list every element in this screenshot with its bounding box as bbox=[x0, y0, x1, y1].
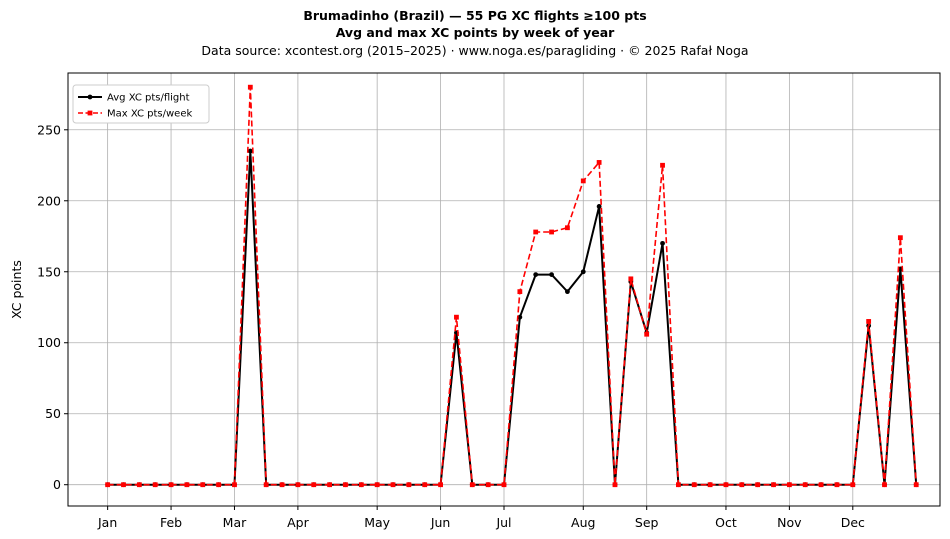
data-point-max bbox=[358, 482, 364, 488]
data-point-max bbox=[121, 482, 126, 488]
data-point-max bbox=[454, 314, 459, 320]
x-tick-label: Sep bbox=[635, 515, 659, 530]
data-point-max bbox=[882, 482, 887, 488]
y-tick-label: 0 bbox=[53, 477, 61, 492]
data-point-max bbox=[295, 482, 301, 488]
x-tick-label: Mar bbox=[223, 515, 247, 530]
x-tick-label: Jan bbox=[97, 515, 117, 530]
y-tick-label: 250 bbox=[37, 122, 61, 137]
x-tick-label: Jun bbox=[430, 515, 451, 530]
data-point-max bbox=[834, 482, 840, 488]
data-point-avg bbox=[549, 272, 554, 277]
data-point-max bbox=[802, 482, 808, 488]
legend-marker bbox=[87, 94, 93, 100]
y-tick-label: 100 bbox=[37, 335, 61, 350]
data-point-max bbox=[232, 482, 237, 488]
data-point-max bbox=[533, 229, 539, 235]
chart-title: Brumadinho (Brazil) — 55 PG XC flights ≥… bbox=[303, 8, 647, 23]
data-point-max bbox=[691, 482, 697, 488]
data-point-max bbox=[596, 160, 602, 165]
data-point-max bbox=[279, 482, 285, 488]
data-point-max bbox=[660, 162, 665, 168]
legend-label: Max XC pts/week bbox=[107, 109, 192, 120]
data-point-max bbox=[168, 482, 174, 488]
data-point-max bbox=[739, 482, 745, 488]
data-point-max bbox=[105, 482, 111, 488]
x-tick-label: Dec bbox=[841, 515, 865, 530]
data-point-avg bbox=[247, 148, 253, 154]
data-point-max bbox=[406, 482, 412, 488]
chart-subtitle: Avg and max XC points by week of year bbox=[335, 25, 615, 40]
data-point-max bbox=[327, 482, 332, 488]
data-point-avg bbox=[580, 269, 586, 275]
data-point-max bbox=[517, 289, 523, 295]
data-point-max bbox=[343, 482, 348, 488]
series-line-max bbox=[107, 86, 918, 486]
data-point-avg bbox=[533, 272, 539, 277]
data-point-max bbox=[612, 482, 618, 488]
data-point-max bbox=[913, 482, 919, 488]
data-point-max bbox=[152, 482, 158, 488]
series-line-avg bbox=[107, 150, 918, 486]
data-point-max bbox=[723, 482, 729, 488]
data-point-max bbox=[247, 84, 253, 90]
data-point-max bbox=[311, 482, 317, 488]
data-point-max bbox=[897, 235, 903, 241]
data-point-max bbox=[136, 482, 142, 488]
data-point-max bbox=[850, 482, 856, 488]
x-tick-label: Apr bbox=[287, 515, 309, 530]
data-point-avg bbox=[565, 289, 570, 295]
data-point-max bbox=[755, 482, 761, 488]
data-point-max bbox=[501, 482, 507, 488]
y-axis-label: XC points bbox=[9, 260, 24, 319]
x-tick-label: Jul bbox=[495, 515, 511, 530]
data-point-max bbox=[565, 225, 570, 231]
y-tick-label: 150 bbox=[37, 264, 61, 279]
data-point-max bbox=[438, 482, 443, 488]
data-point-max bbox=[580, 178, 586, 184]
data-point-avg bbox=[660, 240, 665, 246]
data-point-max bbox=[216, 482, 222, 488]
data-point-max bbox=[469, 482, 475, 488]
x-tick-label: Aug bbox=[571, 515, 595, 530]
data-point-max bbox=[676, 482, 681, 488]
data-point-max bbox=[422, 482, 428, 488]
legend-label: Avg XC pts/flight bbox=[107, 93, 190, 104]
legend: Avg XC pts/flight Max XC pts/week bbox=[72, 84, 210, 124]
data-point-max bbox=[707, 482, 713, 488]
data-point-max bbox=[390, 482, 396, 488]
y-tick-label: 200 bbox=[37, 193, 61, 208]
data-point-max bbox=[184, 482, 190, 488]
chart-source-note: Data source: xcontest.org (2015–2025) · … bbox=[201, 43, 749, 58]
data-point-max bbox=[374, 482, 380, 488]
data-point-avg bbox=[517, 314, 523, 320]
data-point-max bbox=[771, 482, 776, 488]
data-point-max bbox=[263, 482, 269, 488]
x-tick-label: Oct bbox=[715, 515, 737, 530]
legend-marker bbox=[87, 110, 93, 116]
data-point-max bbox=[866, 319, 872, 324]
legend-box bbox=[72, 84, 210, 124]
data-point-max bbox=[549, 229, 554, 235]
x-tick-label: Feb bbox=[160, 515, 182, 530]
data-point-avg bbox=[596, 204, 602, 209]
y-tick-label: 50 bbox=[45, 406, 61, 421]
data-point-max bbox=[485, 482, 491, 488]
data-point-max bbox=[628, 276, 634, 282]
data-point-max bbox=[786, 482, 792, 488]
x-tick-label: May bbox=[364, 515, 390, 530]
data-point-max bbox=[818, 482, 824, 488]
data-point-max bbox=[200, 482, 206, 488]
x-tick-label: Nov bbox=[777, 515, 802, 530]
data-point-max bbox=[644, 331, 650, 337]
